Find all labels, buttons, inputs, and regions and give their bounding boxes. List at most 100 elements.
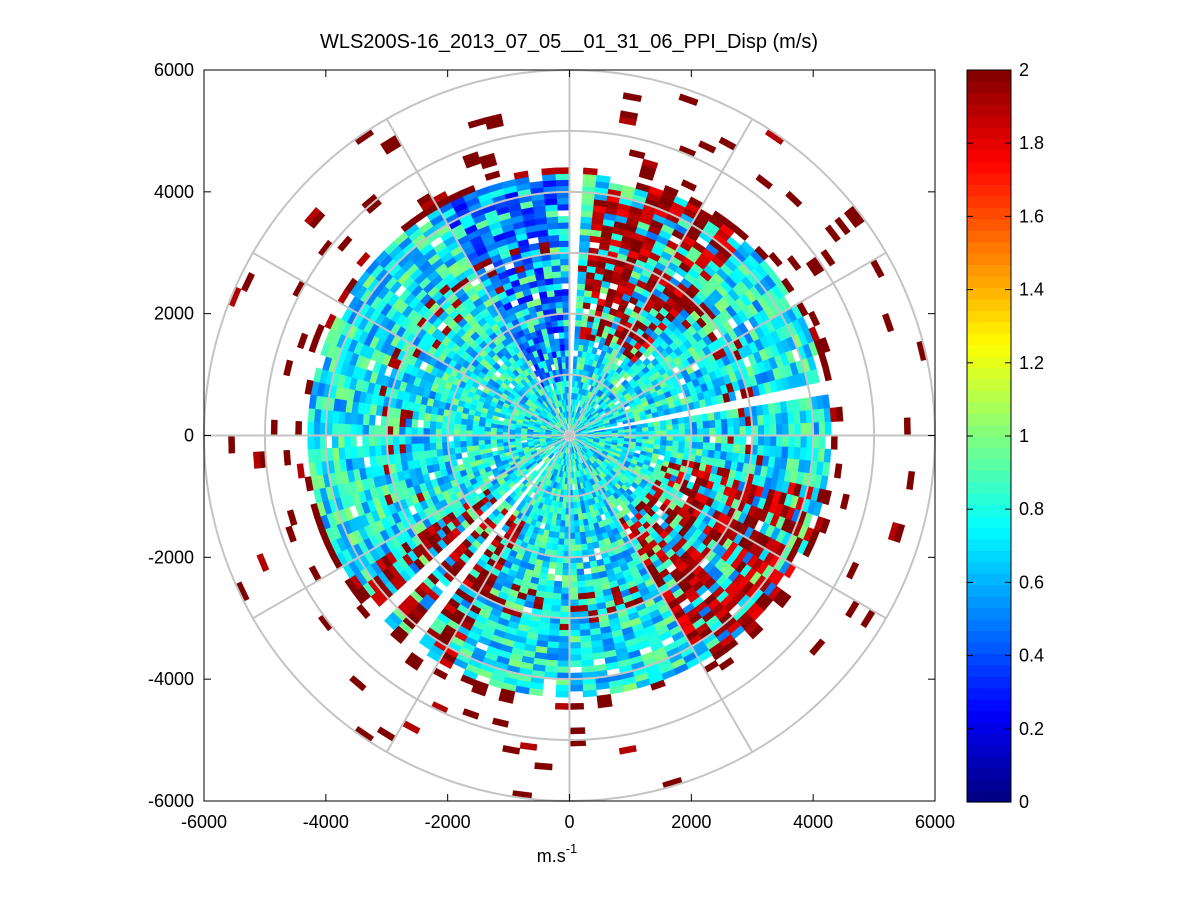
colorbar-band: [967, 355, 1011, 368]
ppi-cell: [794, 423, 802, 436]
ppi-cell: [822, 489, 832, 506]
ppi-cell: [576, 574, 586, 582]
ppi-cell: [558, 228, 570, 236]
ppi-cell: [641, 426, 649, 432]
ppi-cell: [822, 365, 832, 382]
ppi-cell: [429, 420, 437, 429]
ppi-cell: [580, 653, 594, 661]
x-tick-label: -6000: [181, 812, 227, 832]
ppi-cell: [562, 301, 570, 309]
ppi-cell: [763, 424, 771, 436]
radial-spoke: [569, 434, 887, 620]
x-tick-label: 4000: [793, 812, 833, 832]
ppi-cell: [462, 151, 480, 163]
ppi-cell: [557, 215, 570, 223]
ppi-cell: [757, 414, 765, 426]
ppi-cell: [788, 423, 796, 436]
ppi-cell: [423, 449, 432, 459]
colorbar-band: [967, 413, 1011, 426]
ppi-cell: [429, 442, 437, 451]
ppi-cell: [324, 313, 337, 330]
ppi-cell: [558, 642, 570, 649]
ppi-cell: [392, 444, 401, 455]
colorbar-band: [967, 584, 1011, 597]
ppi-cell: [559, 337, 565, 345]
ppi-cell: [555, 690, 570, 698]
radial-spoke: [568, 435, 754, 753]
ppi-cell: [553, 289, 563, 297]
ppi-cell: [819, 518, 831, 534]
ppi-cell: [560, 356, 566, 364]
colorbar-band: [967, 619, 1011, 632]
colorbar-band: [967, 699, 1011, 712]
ppi-cell: [307, 407, 316, 423]
ppi-cell: [423, 435, 430, 444]
ppi-cell: [484, 439, 491, 445]
ppi-cell: [561, 581, 570, 589]
ppi-cell: [374, 425, 382, 436]
colorbar-band: [967, 264, 1011, 277]
ppi-cell: [787, 255, 802, 272]
ppi-cell: [465, 424, 473, 431]
ppi-cell: [484, 426, 491, 432]
ppi-cell: [824, 224, 841, 243]
ppi-cell: [576, 289, 586, 297]
ppi-cell: [558, 629, 570, 637]
ppi-cell: [557, 203, 570, 211]
colorbar-band: [967, 676, 1011, 689]
ppi-cell: [733, 426, 741, 436]
ppi-cell: [362, 435, 370, 447]
ppi-cell: [715, 427, 723, 436]
ppi-cell: [580, 641, 593, 649]
colorbar-band: [967, 596, 1011, 609]
ppi-cell: [839, 493, 850, 510]
ppi-cell: [569, 575, 578, 582]
ppi-cell: [578, 519, 585, 527]
ppi-cell: [721, 435, 729, 445]
ppi-cell: [572, 501, 578, 509]
ppi-cell: [696, 435, 704, 443]
colorbar-band: [967, 561, 1011, 574]
ppi-cell: [578, 525, 585, 533]
colorbar-gradient: [967, 70, 1011, 803]
ppi-cell: [579, 234, 591, 242]
ppi-cell: [471, 440, 479, 446]
ppi-cell: [650, 679, 666, 691]
ppi-cell: [501, 523, 511, 533]
colorbar-band: [967, 310, 1011, 323]
colorbar-band: [967, 333, 1011, 346]
ppi-cell: [579, 623, 591, 631]
ppi-cell: [582, 167, 598, 176]
ppi-cell: [580, 543, 588, 551]
ppi-cell: [654, 425, 661, 432]
ppi-cell: [781, 277, 795, 294]
ppi-cell: [800, 422, 808, 436]
ppi-cell: [331, 422, 339, 436]
ppi-cell: [337, 423, 345, 436]
ppi-cell: [576, 568, 585, 576]
ppi-cell: [808, 310, 821, 327]
chart-title: WLS200S-16_2013_07_05__01_31_06_PPI_Disp…: [320, 31, 818, 53]
ppi-cell: [906, 470, 916, 491]
ppi-cell: [418, 637, 434, 651]
ppi-cell: [555, 167, 570, 175]
ppi-cell: [583, 295, 592, 304]
ppi-cell: [648, 439, 655, 445]
ppi-cell: [548, 234, 560, 242]
ppi-cell: [349, 435, 357, 448]
ppi-cell: [738, 444, 747, 455]
ppi-cell: [552, 277, 562, 285]
ppi-cell: [338, 447, 346, 460]
ppi-cell: [550, 604, 561, 613]
colorbar-band: [967, 458, 1011, 471]
ppi-cell: [653, 420, 661, 427]
ppi-cell: [595, 174, 611, 184]
ppi-cell: [738, 416, 747, 427]
y-tick-label: 0: [184, 426, 194, 446]
ppi-cell: [665, 419, 673, 426]
ppi-cell: [577, 513, 584, 521]
ppi-cell: [574, 325, 582, 333]
colorbar-band: [967, 516, 1011, 529]
ppi-cell: [502, 745, 521, 755]
ppi-cell: [548, 629, 560, 637]
